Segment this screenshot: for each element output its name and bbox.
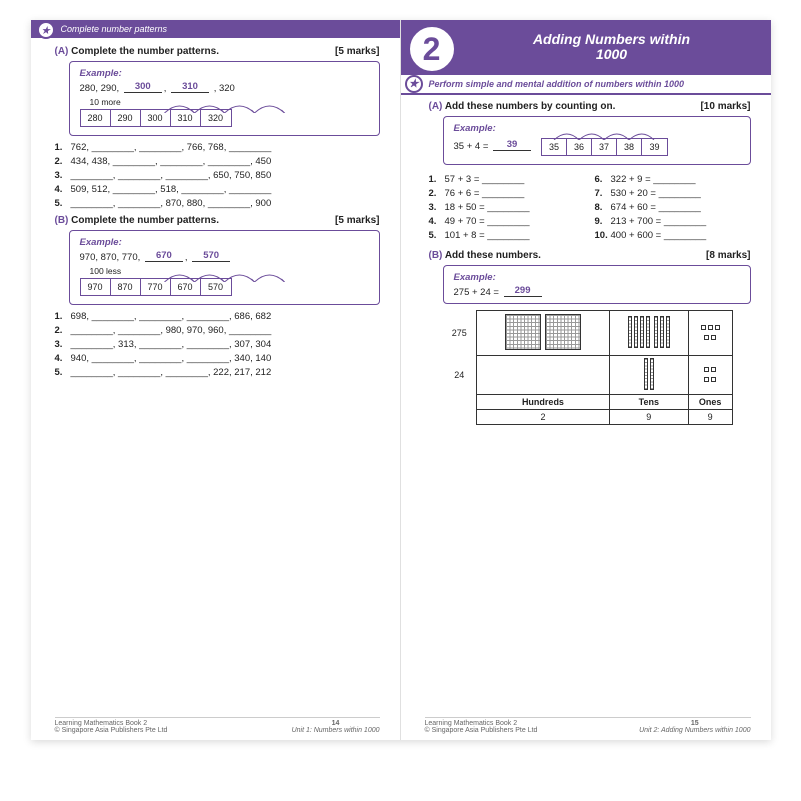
section-a-header: (A) Complete the number patterns. [5 mar… (55, 46, 380, 57)
page-left: ★ Complete number patterns (A) Complete … (31, 20, 401, 740)
star-icon: ★ (405, 75, 423, 93)
tens-cell (609, 310, 688, 355)
page-right: 2 Adding Numbers within 1000 ★ Perform s… (401, 20, 771, 740)
arc-diagram-b: 100 less 970 870 770 670 570 (80, 278, 369, 296)
example-a-line: 280, 290, 300, 310 , 320 (80, 83, 369, 95)
subtopic-banner: ★ Perform simple and mental addition of … (401, 75, 771, 95)
arc-svg (80, 99, 369, 113)
example-ra: Example: 35 + 4 = 39 35 36 37 38 (443, 116, 751, 165)
topic-banner: ★ Complete number patterns (31, 20, 400, 38)
star-icon: ★ (37, 21, 55, 39)
arc-diagram-a: 10 more 280 290 300 310 320 (80, 109, 369, 127)
example-a: Example: 280, 290, 300, 310 , 320 10 mor… (69, 61, 380, 136)
example-rb: Example: 275 + 24 = 299 (443, 265, 751, 304)
list-b: 1.698, ________, ________, ________, 686… (55, 311, 380, 378)
hundreds-cell (477, 310, 610, 355)
banner-text: Complete number patterns (61, 24, 168, 34)
footer-right: Learning Mathematics Book 2 © Singapore … (425, 717, 751, 734)
chapter-title: Adding Numbers within 1000 (463, 32, 761, 63)
example-b: Example: 970, 870, 770, 670, 570 100 les… (69, 230, 380, 305)
section-b-header: (B) Complete the number patterns. [5 mar… (55, 215, 380, 226)
arc-svg-r (541, 128, 668, 140)
footer-left: Learning Mathematics Book 2 © Singapore … (55, 717, 380, 734)
arc-svg-b (80, 268, 369, 282)
number-boxes-ra: 35 36 37 38 39 (541, 138, 668, 156)
list-a: 1.762, ________, ________, 766, 768, ___… (55, 142, 380, 209)
chapter-number: 2 (407, 24, 457, 74)
section-a-header-r: (A) Add these numbers by counting on. [1… (429, 101, 751, 112)
ones-cell (688, 310, 732, 355)
section-b-header-r: (B) Add these numbers. [8 marks] (429, 250, 751, 261)
hundred-block-icon (545, 314, 581, 350)
list-ra: 1.57 + 3 = ________ 2.76 + 6 = ________ … (429, 171, 751, 244)
chapter-banner: 2 Adding Numbers within 1000 (401, 20, 771, 75)
place-value-table: 275 24 (443, 310, 733, 425)
workbook-spread: ★ Complete number patterns (A) Complete … (31, 20, 771, 740)
hundred-block-icon (505, 314, 541, 350)
